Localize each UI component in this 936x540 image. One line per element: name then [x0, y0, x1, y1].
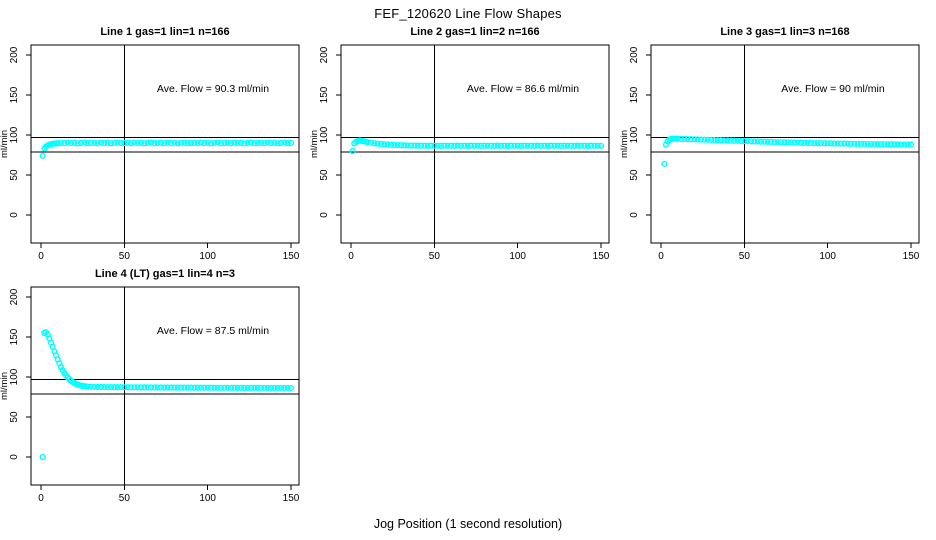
svg-text:100: 100: [819, 251, 836, 262]
axis-tick-labels: 200 150 100 50 0 0 50 100 150 ml/min: [310, 46, 610, 262]
plot-canvas-1: 200 150 100 50 0 0 50 100 150 ml/min: [0, 44, 300, 262]
data-points: [349, 137, 605, 155]
svg-text:200: 200: [9, 288, 20, 305]
svg-text:100: 100: [629, 126, 640, 143]
data-points: [39, 139, 295, 159]
svg-text:50: 50: [629, 169, 640, 181]
axis-tick-labels: 200 150 100 50 0 0 50 100 150 ml/min: [620, 46, 920, 262]
svg-text:0: 0: [9, 454, 20, 460]
svg-text:0: 0: [348, 251, 354, 262]
subplot-line4-title: Line 4 (LT) gas=1 lin=4 n=3: [94, 268, 236, 280]
svg-text:50: 50: [119, 493, 131, 504]
y-axis-label: ml/min: [620, 130, 630, 158]
plot-canvas-3: 200 150 100 50 0 0 50 100 150 ml/min: [620, 44, 920, 262]
svg-text:100: 100: [319, 126, 330, 143]
svg-text:50: 50: [9, 169, 20, 181]
subplot-line2-ave-flow-annotation: Ave. Flow = 86.6 ml/min: [466, 83, 580, 95]
svg-text:0: 0: [319, 212, 330, 218]
subplot-line4: Line 4 (LT) gas=1 lin=4 n=3 Ave. Flow = …: [0, 267, 312, 517]
svg-text:100: 100: [509, 251, 526, 262]
svg-text:50: 50: [9, 411, 20, 423]
svg-text:150: 150: [9, 86, 20, 103]
svg-text:0: 0: [9, 212, 20, 218]
svg-text:100: 100: [199, 493, 216, 504]
svg-text:100: 100: [199, 251, 216, 262]
svg-text:0: 0: [658, 251, 664, 262]
svg-text:0: 0: [38, 493, 44, 504]
svg-text:150: 150: [283, 493, 300, 504]
svg-text:150: 150: [593, 251, 610, 262]
svg-text:200: 200: [319, 46, 330, 63]
y-axis-label: ml/min: [310, 130, 320, 158]
data-points: [39, 329, 295, 461]
svg-text:200: 200: [9, 46, 20, 63]
axis-tick-labels: 200 150 100 50 0 0 50 100 150 ml/min: [0, 288, 300, 504]
svg-text:150: 150: [629, 86, 640, 103]
svg-text:50: 50: [319, 169, 330, 181]
y-axis-label: ml/min: [0, 372, 10, 400]
svg-text:100: 100: [9, 126, 20, 143]
subplot-line3-title: Line 3 gas=1 lin=3 n=168: [720, 26, 850, 38]
plot-canvas-2: 200 150 100 50 0 0 50 100 150 ml/min: [310, 44, 610, 262]
svg-text:150: 150: [319, 86, 330, 103]
svg-text:100: 100: [9, 368, 20, 385]
svg-text:150: 150: [903, 251, 920, 262]
subplot-line1-ave-flow-annotation: Ave. Flow = 90.3 ml/min: [156, 83, 270, 95]
subplot-line3-ave-flow-annotation: Ave. Flow = 90 ml/min: [781, 83, 885, 95]
svg-text:0: 0: [629, 212, 640, 218]
svg-text:0: 0: [38, 251, 44, 262]
subplot-line2-title: Line 2 gas=1 lin=2 n=166: [410, 26, 540, 38]
axis-tick-labels: 200 150 100 50 0 0 50 100 150 ml/min: [0, 46, 300, 262]
axes: [336, 44, 610, 248]
x-axis-label: Jog Position (1 second resolution): [373, 517, 563, 531]
svg-text:200: 200: [629, 46, 640, 63]
svg-text:50: 50: [739, 251, 751, 262]
subplot-line1: Line 1 gas=1 lin=1 n=166 Ave. Flow = 90.…: [0, 25, 312, 275]
figure-title: FEF_120620 Line Flow Shapes: [374, 6, 562, 21]
svg-text:50: 50: [119, 251, 131, 262]
axes: [26, 44, 300, 248]
axes: [26, 286, 300, 490]
subplot-line1-title: Line 1 gas=1 lin=1 n=166: [100, 26, 230, 38]
subplot-line4-ave-flow-annotation: Ave. Flow = 87.5 ml/min: [156, 325, 270, 337]
svg-text:150: 150: [283, 251, 300, 262]
svg-text:50: 50: [429, 251, 441, 262]
subplot-line3: Line 3 gas=1 lin=3 n=168 Ave. Flow = 90 …: [620, 25, 932, 275]
plot-canvas-4: 200 150 100 50 0 0 50 100 150 ml/min: [0, 286, 300, 504]
y-axis-label: ml/min: [0, 130, 10, 158]
subplot-line2: Line 2 gas=1 lin=2 n=166 Ave. Flow = 86.…: [310, 25, 622, 275]
svg-text:150: 150: [9, 328, 20, 345]
data-points: [661, 135, 915, 167]
